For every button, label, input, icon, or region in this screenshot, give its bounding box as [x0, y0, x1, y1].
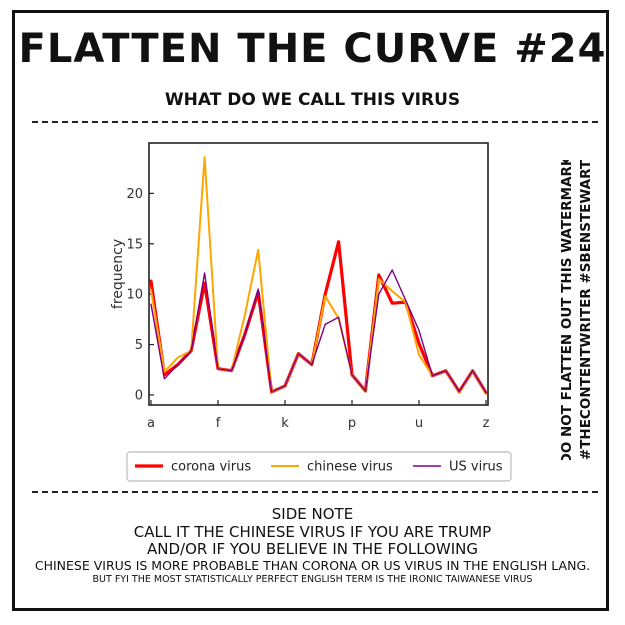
note-line-4: CHINESE VIRUS IS MORE PROBABLE THAN CORO…: [34, 558, 591, 574]
y-axis-label: frequency: [110, 239, 126, 309]
page-subtitle: WHAT DO WE CALL THIS VIRUS: [164, 90, 461, 110]
note-line-2: CALL IT THE CHINESE VIRUS IF YOU ARE TRU…: [133, 522, 492, 541]
watermark-line-2: #THECONTENTWRITER #SBENSTEWART: [578, 160, 594, 460]
page-title: FLATTEN THE CURVE #24: [18, 26, 607, 72]
watermark-text: DO NOT FLATTEN OUT THIS WATERMARK #THECO…: [559, 155, 594, 464]
y-tick-label: 10: [126, 288, 143, 303]
x-tick-label: z: [483, 416, 490, 431]
x-tick-label: p: [348, 416, 356, 431]
y-tick-label: 20: [126, 187, 143, 202]
bottom-divider: [32, 491, 598, 493]
x-tick-label: f: [216, 416, 221, 431]
legend-label: US virus: [449, 460, 503, 475]
y-tick-label: 15: [126, 237, 143, 252]
watermark-line-1: DO NOT FLATTEN OUT THIS WATERMARK: [559, 160, 575, 460]
x-tick-label: k: [281, 416, 289, 431]
note-heading: SIDE NOTE: [271, 505, 354, 523]
series-lines: [149, 156, 488, 395]
legend: corona virus chinese virus US virus: [126, 451, 512, 482]
legend-label: corona virus: [171, 460, 251, 475]
note-line-3: AND/OR IF YOU BELIEVE IN THE FOLLOWING: [147, 540, 478, 559]
note-line-5: BUT FYI THE MOST STATISTICALLY PERFECT E…: [92, 573, 533, 585]
legend-box: [126, 451, 512, 482]
y-tick-label: 5: [135, 338, 143, 353]
watermark: DO NOT FLATTEN OUT THIS WATERMARK #THECO…: [551, 155, 601, 464]
comic-frame: [12, 10, 609, 611]
y-axis-ticks: 0 5 10 15 20: [126, 187, 154, 403]
legend-label: chinese virus: [307, 460, 393, 475]
y-tick-label: 0: [135, 388, 143, 403]
series-line-corona-virus: [149, 240, 488, 395]
series-line-chinese-virus: [150, 156, 487, 395]
x-tick-label: a: [147, 416, 155, 431]
top-divider: [32, 121, 598, 123]
series-line-us-virus: [150, 269, 487, 394]
side-note: SIDE NOTE CALL IT THE CHINESE VIRUS IF Y…: [18, 505, 607, 585]
x-tick-label: u: [415, 416, 423, 431]
plot-area-border: [148, 142, 489, 406]
